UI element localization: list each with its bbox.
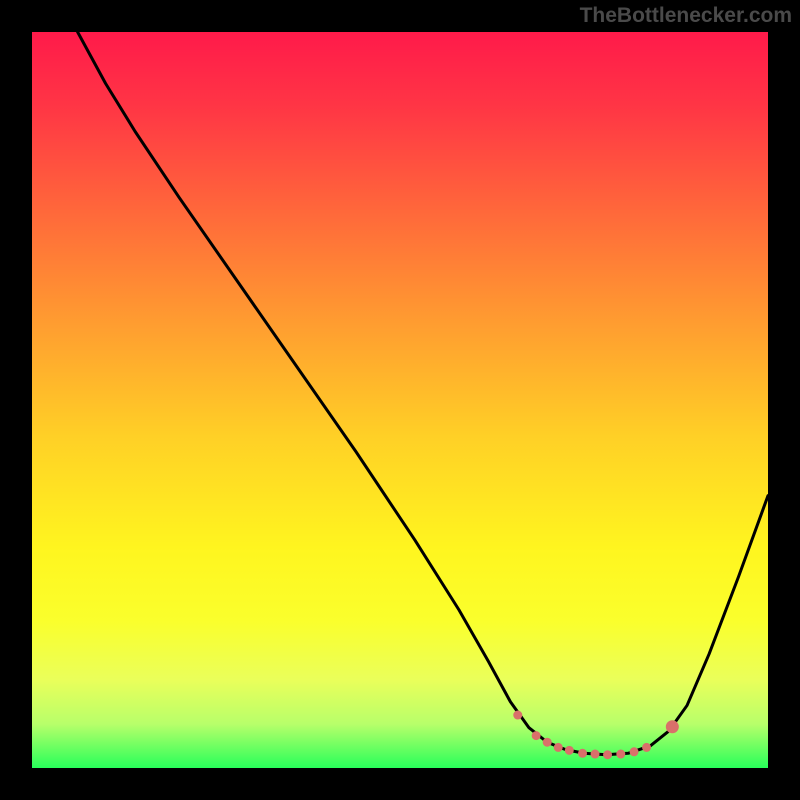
marker-point (532, 732, 540, 740)
marker-point (643, 743, 651, 751)
marker-point (604, 751, 612, 759)
markers-group (514, 711, 679, 759)
marker-point (666, 721, 678, 733)
curve-layer (32, 32, 768, 768)
plot-area (32, 32, 768, 768)
marker-point (554, 743, 562, 751)
marker-point (514, 711, 522, 719)
marker-point (591, 750, 599, 758)
marker-point (617, 750, 625, 758)
marker-point (630, 748, 638, 756)
marker-point (543, 738, 551, 746)
bottleneck-curve (78, 32, 768, 755)
marker-point (565, 746, 573, 754)
watermark-text: TheBottlenecker.com (580, 4, 792, 28)
marker-point (579, 749, 587, 757)
